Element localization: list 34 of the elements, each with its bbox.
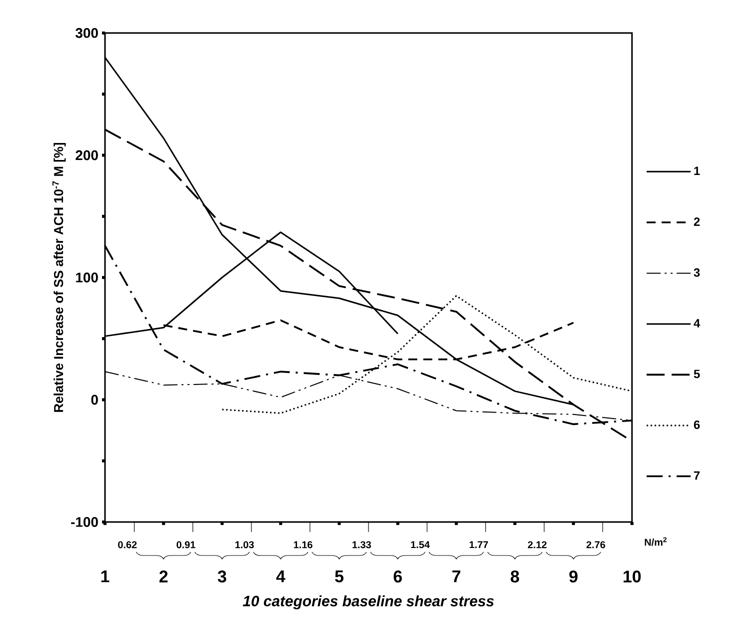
y-tick-label: 0 xyxy=(91,394,98,405)
text: 1.54 xyxy=(411,541,430,548)
legend-label: 5 xyxy=(694,370,700,378)
text: 1.03 xyxy=(235,541,254,548)
legend-label: 7 xyxy=(694,471,700,480)
text: 0.91 xyxy=(176,541,196,548)
x-tick-label: 3 xyxy=(218,570,226,583)
y-tick-label: 200 xyxy=(76,150,98,160)
x-axis-title: 10 categories baseline shear stress xyxy=(242,595,494,610)
text: 1.16 xyxy=(294,541,312,548)
y-axis-title: Relative Increase of SS after ACH 10$^{-7}$ M [%] xyxy=(52,142,66,412)
x-tick-label: 10 xyxy=(624,570,641,583)
y-tick-label: -100 xyxy=(71,517,98,527)
x-tick-label: 8 xyxy=(510,570,520,583)
x-tick-label: 5 xyxy=(335,570,344,582)
x-tick-label: 7 xyxy=(452,570,460,582)
legend-label: 2 xyxy=(694,217,700,226)
text: 2.76 xyxy=(586,541,606,548)
text: 0.62 xyxy=(118,541,137,548)
legend-label: 6 xyxy=(694,420,700,429)
x-tick-label: 9 xyxy=(569,570,578,583)
y-tick-label: 300 xyxy=(76,28,98,38)
x-tick-label: 2 xyxy=(159,570,168,582)
text: 2.12 xyxy=(528,541,547,548)
text: 1.33 xyxy=(352,541,371,548)
legend-label: 1 xyxy=(694,166,700,175)
text: N/m$^{2}$ xyxy=(644,537,667,546)
legend-label: 4 xyxy=(694,319,700,328)
x-tick-label: 6 xyxy=(394,570,402,583)
x-tick-label: 1 xyxy=(101,570,110,582)
y-tick-label: 100 xyxy=(76,272,98,282)
text: 1.77 xyxy=(470,541,488,548)
x-tick-label: 4 xyxy=(276,570,286,582)
legend-label: 3 xyxy=(694,268,700,277)
